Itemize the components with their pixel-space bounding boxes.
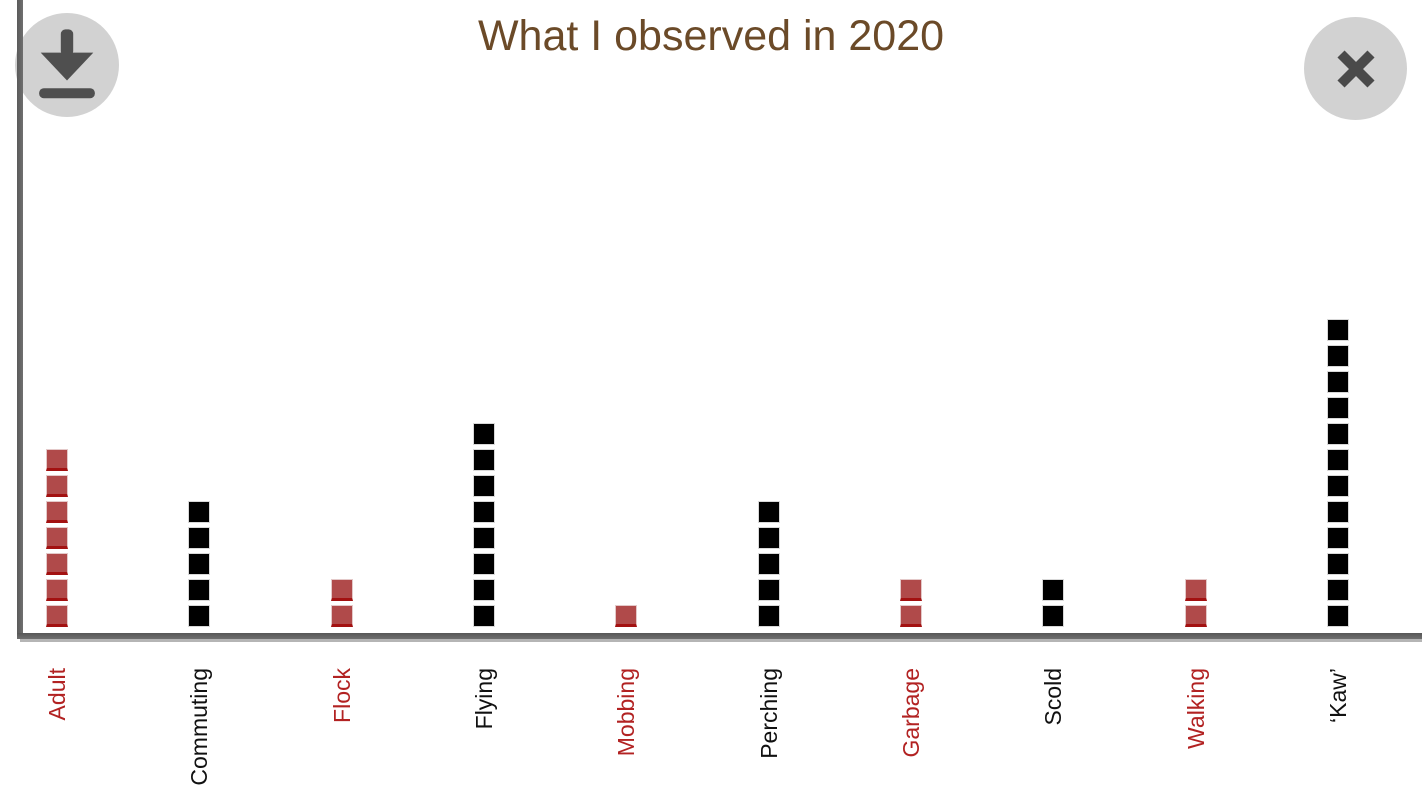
bar-column — [473, 423, 496, 627]
x-axis-label: Walking — [1182, 668, 1209, 749]
unit-square — [900, 579, 923, 601]
unit-square — [615, 605, 638, 627]
unit-square — [473, 423, 496, 445]
unit-square — [1327, 319, 1350, 341]
x-axis-line — [17, 633, 1422, 639]
unit-square — [46, 553, 68, 575]
unit-square — [757, 553, 780, 575]
bar-column — [900, 579, 923, 627]
unit-square — [1327, 527, 1350, 549]
bar-column — [1327, 319, 1350, 627]
x-axis-label: Adult — [44, 668, 70, 721]
unit-square — [188, 527, 211, 549]
x-axis-label: Commuting — [186, 668, 213, 786]
x-axis-label: ‘Kaw’ — [1325, 668, 1352, 723]
unit-square — [1327, 397, 1350, 419]
bar-column — [46, 449, 68, 627]
x-axis-label: Perching — [755, 668, 782, 759]
unit-square — [46, 449, 68, 471]
unit-square — [1327, 475, 1350, 497]
bar-column — [1184, 579, 1207, 627]
unit-square — [900, 605, 923, 627]
unit-square — [1327, 371, 1350, 393]
unit-square — [1327, 449, 1350, 471]
unit-square — [473, 475, 496, 497]
unit-square — [1042, 605, 1065, 627]
unit-square — [188, 605, 211, 627]
bar-column — [188, 501, 211, 627]
unit-square — [1327, 553, 1350, 575]
bar-column — [615, 605, 638, 627]
unit-square — [188, 501, 211, 523]
download-button[interactable] — [15, 13, 119, 117]
unit-square — [757, 579, 780, 601]
unit-square — [188, 553, 211, 575]
bar-column — [757, 501, 780, 627]
unit-square — [1184, 605, 1207, 627]
unit-square — [1327, 605, 1350, 627]
unit-square — [757, 605, 780, 627]
unit-square — [1327, 345, 1350, 367]
unit-square — [1327, 501, 1350, 523]
unit-square — [757, 501, 780, 523]
unit-square — [1184, 579, 1207, 601]
close-icon — [1336, 49, 1375, 88]
x-axis-label: Flock — [328, 668, 355, 723]
bar-column — [330, 579, 353, 627]
chart-title: What I observed in 2020 — [477, 12, 945, 60]
unit-square — [46, 605, 68, 627]
unit-square — [473, 449, 496, 471]
unit-square — [757, 527, 780, 549]
unit-square — [46, 501, 68, 523]
x-axis-label: Garbage — [898, 668, 925, 758]
y-axis-line — [17, 0, 23, 639]
download-icon — [39, 29, 95, 99]
unit-square — [46, 527, 68, 549]
close-button[interactable] — [1304, 17, 1407, 120]
unit-square — [1042, 579, 1065, 601]
bar-column — [1042, 579, 1065, 627]
unit-square — [473, 527, 496, 549]
unit-square — [46, 475, 68, 497]
unit-square — [473, 605, 496, 627]
unit-square — [1327, 579, 1350, 601]
unit-square — [330, 579, 353, 601]
x-axis-label: Flying — [471, 668, 498, 730]
x-axis-label: Scold — [1040, 668, 1067, 726]
unit-square — [473, 579, 496, 601]
x-axis-label: Mobbing — [613, 668, 640, 757]
unit-square — [46, 579, 68, 601]
unit-square — [188, 579, 211, 601]
unit-square — [473, 553, 496, 575]
unit-square — [473, 501, 496, 523]
unit-square — [1327, 423, 1350, 445]
unit-square — [330, 605, 353, 627]
